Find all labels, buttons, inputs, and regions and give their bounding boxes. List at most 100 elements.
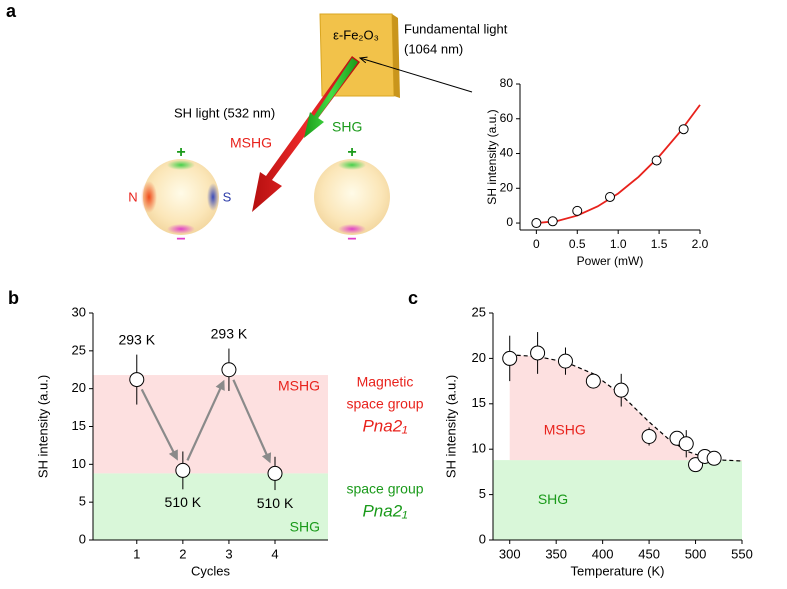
y-tick-label: 5 <box>479 486 486 501</box>
minus: − <box>347 231 356 248</box>
point <box>605 191 615 202</box>
south: S <box>223 189 232 204</box>
y-tick-label: 25 <box>472 304 486 319</box>
point <box>547 216 558 227</box>
point <box>267 465 283 481</box>
band-label: SHG <box>290 519 320 535</box>
y-tick-label: 20 <box>500 180 514 194</box>
point <box>678 124 689 135</box>
y-tick-label: 5 <box>79 494 86 509</box>
point <box>706 450 722 466</box>
point <box>175 462 191 478</box>
y-tick-label: 60 <box>500 111 514 125</box>
x-tick-label: 2 <box>179 546 186 561</box>
sphere <box>143 159 219 235</box>
side-label: Pna2₁ <box>362 501 407 520</box>
point <box>221 362 237 378</box>
shg-beam <box>304 58 358 138</box>
cycle-arrow <box>186 384 223 461</box>
point <box>531 218 542 229</box>
panel-label: b <box>8 288 19 308</box>
x-tick-label: 400 <box>592 546 614 561</box>
side-label: space group <box>346 396 423 412</box>
y-tick-label: 0 <box>79 531 86 546</box>
fundamental-label: Fundamental light <box>404 21 508 36</box>
point <box>530 345 546 361</box>
x-tick-label: 450 <box>638 546 660 561</box>
plus-pole <box>167 160 195 170</box>
band-label: MSHG <box>278 378 320 394</box>
panel-label: a <box>6 1 17 21</box>
x-tick-label: 3 <box>225 546 232 561</box>
x-tick-label: 0 <box>533 237 540 251</box>
x-tick-label: 350 <box>545 546 567 561</box>
area-label: MSHG <box>544 422 586 438</box>
x-tick-label: 1 <box>133 546 140 561</box>
x-tick-label: 1.5 <box>651 237 668 251</box>
point <box>502 350 518 366</box>
point <box>678 436 694 452</box>
point <box>585 373 601 389</box>
y-tick-label: 0 <box>506 215 513 229</box>
x-tick-label: 500 <box>685 546 707 561</box>
band <box>93 375 328 474</box>
y-tick-label: 20 <box>472 350 486 365</box>
point-label: 293 K <box>118 331 155 347</box>
plus: + <box>347 144 356 161</box>
arrow-head <box>168 449 178 461</box>
minus: − <box>176 231 185 248</box>
x-tick-label: 0.5 <box>569 237 586 251</box>
plus: + <box>176 144 185 161</box>
shg-label: SHG <box>332 119 362 135</box>
diagram: a ε-Fe₂O₃ Fundamental light (1064 nm) SH… <box>6 1 508 248</box>
arrow-head <box>215 379 225 391</box>
y-tick-label: 80 <box>500 76 514 90</box>
minus-pole <box>338 224 366 234</box>
crystal-label: ε-Fe₂O₃ <box>333 27 379 42</box>
north-pole <box>141 181 157 213</box>
fundamental-beam <box>360 58 473 93</box>
x-tick-label: 4 <box>271 546 278 561</box>
x-tick-label: 300 <box>499 546 521 561</box>
side-label: Pna2₁ <box>362 416 407 435</box>
mshg-label: MSHG <box>230 135 272 151</box>
north: N <box>128 189 137 204</box>
band <box>493 460 742 540</box>
band-label: SHG <box>538 491 568 507</box>
x-tick-label: 2.0 <box>692 237 709 251</box>
y-axis-title: SH intensity (a.u.) <box>35 375 50 478</box>
y-tick-label: 20 <box>72 380 86 395</box>
y-tick-label: 10 <box>72 456 86 471</box>
crystal <box>319 13 395 97</box>
cycle-arrow <box>140 388 177 456</box>
mshg-area <box>509 354 742 462</box>
x-axis-title: Power (mW) <box>577 254 644 268</box>
x-tick-label: 1.0 <box>610 237 627 251</box>
y-tick-label: 40 <box>500 146 514 160</box>
panel-label: c <box>408 288 418 308</box>
point <box>651 155 662 166</box>
band <box>93 473 328 540</box>
minus-pole <box>167 224 195 234</box>
side-label: space group <box>346 481 423 497</box>
point <box>572 205 583 216</box>
point <box>613 382 629 398</box>
y-axis-title: SH intensity (a.u.) <box>485 109 499 204</box>
sh-light-label: SH light (532 nm) <box>174 105 275 120</box>
x-tick-label: 550 <box>731 546 753 561</box>
point <box>129 372 145 388</box>
x-axis-title: Cycles <box>191 563 231 578</box>
side-label: Magnetic <box>357 374 414 390</box>
point <box>641 428 657 444</box>
fundamental-label: (1064 nm) <box>404 41 463 56</box>
y-tick-label: 10 <box>472 441 486 456</box>
y-tick-label: 25 <box>72 342 86 357</box>
y-tick-label: 15 <box>472 395 486 410</box>
y-tick-label: 15 <box>72 418 86 433</box>
point-label: 293 K <box>211 325 248 341</box>
point <box>557 353 573 369</box>
arrow-head <box>261 452 272 464</box>
y-tick-label: 0 <box>479 531 486 546</box>
point-label: 510 K <box>257 495 294 511</box>
cycle-arrow <box>232 379 270 459</box>
